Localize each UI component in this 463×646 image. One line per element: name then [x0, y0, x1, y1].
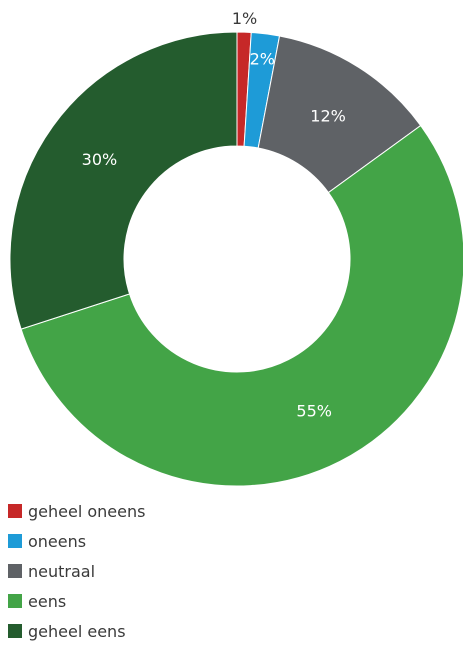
legend-item-eens: eens — [8, 586, 145, 616]
legend-label-geheel-eens: geheel eens — [28, 621, 126, 641]
slice-eens — [20, 124, 463, 487]
legend-swatch-eens — [8, 594, 22, 608]
legend-item-geheel-eens: geheel eens — [8, 616, 145, 646]
legend-swatch-geheel-oneens — [8, 504, 22, 518]
legend: geheel oneens oneens neutraal eens gehee… — [8, 496, 145, 646]
legend-item-neutraal: neutraal — [8, 556, 145, 586]
slice-label-neutraal: 12% — [310, 106, 346, 125]
legend-label-eens: eens — [28, 591, 67, 611]
legend-label-oneens: oneens — [28, 531, 87, 551]
donut-chart: 1% 2% 12% 55% 30% — [9, 9, 463, 487]
slice-geheel-eens — [9, 31, 238, 330]
legend-swatch-oneens — [8, 534, 22, 548]
legend-item-geheel-oneens: geheel oneens — [8, 496, 145, 526]
legend-label-neutraal: neutraal — [28, 561, 96, 581]
legend-label-geheel-oneens: geheel oneens — [28, 501, 146, 521]
slice-label-eens: 55% — [296, 401, 332, 420]
legend-item-oneens: oneens — [8, 526, 145, 556]
slice-label-geheel-eens: 30% — [82, 150, 118, 169]
legend-swatch-geheel-eens — [8, 624, 22, 638]
slice-label-oneens: 2% — [250, 50, 275, 69]
legend-swatch-neutraal — [8, 564, 22, 578]
slice-label-geheel-oneens: 1% — [232, 9, 257, 28]
